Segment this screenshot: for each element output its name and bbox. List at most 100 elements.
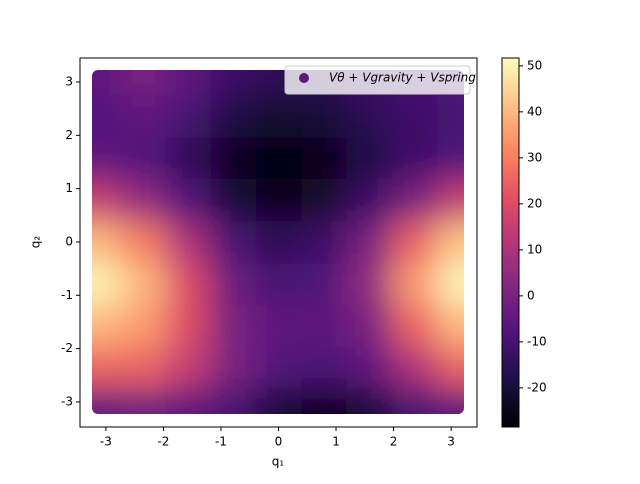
- heat-cell: [165, 388, 212, 414]
- heat-cell: [256, 179, 302, 222]
- legend-marker: [299, 73, 309, 83]
- colorbar-tick-label: 10: [527, 242, 542, 256]
- x-axis-label: q₁: [272, 455, 285, 469]
- heat-cell: [391, 221, 438, 264]
- x-tick-label: 1: [332, 435, 340, 449]
- heat-cell: [256, 263, 302, 306]
- heat-cell: [436, 221, 464, 264]
- colorbar-tick-label: 50: [527, 58, 542, 72]
- heat-cell: [256, 95, 302, 138]
- y-axis-label: q₂: [29, 236, 43, 249]
- y-tick-label: -2: [61, 341, 73, 355]
- heat-cell: [165, 70, 212, 96]
- heat-cell: [165, 304, 212, 347]
- heat-cell: [165, 347, 212, 390]
- heat-cell: [120, 179, 166, 222]
- heat-cell: [256, 347, 302, 390]
- heat-cell: [301, 179, 347, 222]
- heat-cell: [391, 347, 438, 390]
- heat-cell: [92, 137, 121, 180]
- heat-cell: [120, 95, 166, 138]
- heat-cell: [436, 388, 464, 414]
- colorbar: [501, 57, 520, 428]
- heat-cell: [346, 137, 392, 180]
- y-tick-label: 3: [65, 74, 73, 88]
- heat-cell: [120, 221, 166, 264]
- heat-cell: [346, 304, 392, 347]
- heat-cell: [120, 263, 166, 306]
- y-tick-label: 0: [65, 234, 73, 248]
- heat-cell: [165, 137, 212, 180]
- x-tick-label: -2: [157, 435, 169, 449]
- heat-cell: [120, 70, 166, 96]
- y-tick-label: -3: [61, 394, 73, 408]
- y-tick-label: -1: [61, 288, 73, 302]
- y-tick-label: 1: [65, 181, 73, 195]
- heat-cell: [346, 221, 392, 264]
- heat-cell: [391, 95, 438, 138]
- x-tick-label: -3: [100, 435, 112, 449]
- legend-box: [284, 65, 471, 95]
- heat-cell: [256, 304, 302, 347]
- heat-cell: [391, 304, 438, 347]
- heat-cell: [301, 347, 347, 390]
- heat-cell: [301, 263, 347, 306]
- heat-cell: [92, 263, 121, 306]
- heat-cell: [120, 304, 166, 347]
- heat-cell: [436, 95, 464, 138]
- colorbar-tick-label: -10: [527, 334, 547, 348]
- heat-cell: [436, 263, 464, 306]
- heat-cell: [301, 388, 347, 414]
- heat-cell: [92, 221, 121, 264]
- heat-cell: [165, 95, 212, 138]
- heat-cell: [92, 179, 121, 222]
- heat-cell: [210, 221, 256, 264]
- heat-cell: [120, 347, 166, 390]
- heat-cell: [436, 137, 464, 180]
- heat-cell: [210, 70, 256, 96]
- heat-cell: [346, 347, 392, 390]
- heat-cell: [391, 179, 438, 222]
- x-tick-label: 3: [447, 435, 455, 449]
- heat-cell: [92, 304, 121, 347]
- heat-cell: [92, 388, 121, 414]
- heat-cell: [92, 95, 121, 138]
- heat-cell: [346, 263, 392, 306]
- heat-cell: [165, 179, 212, 222]
- heat-cell: [301, 304, 347, 347]
- colorbar-tick-label: 20: [527, 196, 542, 210]
- heat-cell: [436, 347, 464, 390]
- colorbar-tick-label: 0: [527, 288, 535, 302]
- heat-cell: [120, 388, 166, 414]
- colorbar-tick-label: -20: [527, 380, 547, 394]
- heat-cell: [92, 347, 121, 390]
- heat-cell: [120, 137, 166, 180]
- heat-cell: [301, 137, 347, 180]
- colorbar-tick-label: 40: [527, 104, 542, 118]
- heat-cell: [436, 304, 464, 347]
- x-tick-label: 0: [275, 435, 283, 449]
- heat-cell: [210, 137, 256, 180]
- heat-cell: [165, 221, 212, 264]
- heat-cell: [346, 179, 392, 222]
- x-tick-label: 2: [390, 435, 398, 449]
- y-tick-label: 2: [65, 128, 73, 142]
- heat-cell: [210, 95, 256, 138]
- legend-label: Vθ + Vgravity + Vspring: [329, 71, 476, 85]
- heat-cell: [210, 347, 256, 390]
- heat-cell: [391, 388, 438, 414]
- heat-cell: [301, 95, 347, 138]
- heat-cell: [256, 137, 302, 180]
- heat-cell: [210, 263, 256, 306]
- heat-cell: [436, 179, 464, 222]
- heat-cell: [210, 304, 256, 347]
- heat-cell: [346, 388, 392, 414]
- heat-cell: [391, 137, 438, 180]
- heat-cell: [165, 263, 212, 306]
- heat-cell: [391, 263, 438, 306]
- colorbar-tick-label: 30: [527, 150, 542, 164]
- heat-cell: [256, 388, 302, 414]
- heat-cell: [256, 221, 302, 264]
- heat-cell: [301, 221, 347, 264]
